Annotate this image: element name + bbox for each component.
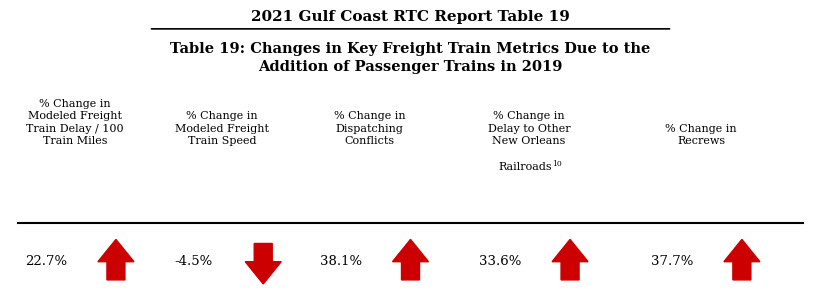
Text: 2021 Gulf Coast RTC Report Table 19: 2021 Gulf Coast RTC Report Table 19 <box>251 10 570 24</box>
Text: % Change in
Recrews: % Change in Recrews <box>665 124 736 146</box>
Text: % Change in
Modeled Freight
Train Speed: % Change in Modeled Freight Train Speed <box>176 111 269 146</box>
Text: % Change in
Delay to Other
New Orleans: % Change in Delay to Other New Orleans <box>488 111 571 146</box>
Polygon shape <box>392 239 429 280</box>
Text: 38.1%: 38.1% <box>320 255 362 268</box>
Polygon shape <box>245 244 282 284</box>
Polygon shape <box>552 239 588 280</box>
Text: 10: 10 <box>552 160 562 168</box>
Text: % Change in
Dispatching
Conflicts: % Change in Dispatching Conflicts <box>334 111 406 146</box>
Text: % Change in
Modeled Freight
Train Delay / 100
Train Miles: % Change in Modeled Freight Train Delay … <box>26 99 124 146</box>
Polygon shape <box>724 239 760 280</box>
Polygon shape <box>98 239 134 280</box>
Text: Railroads: Railroads <box>498 162 552 172</box>
Text: 37.7%: 37.7% <box>651 255 694 268</box>
Text: -4.5%: -4.5% <box>175 255 213 268</box>
Text: 33.6%: 33.6% <box>479 255 521 268</box>
Text: 22.7%: 22.7% <box>25 255 67 268</box>
Text: Table 19: Changes in Key Freight Train Metrics Due to the
Addition of Passenger : Table 19: Changes in Key Freight Train M… <box>170 42 651 74</box>
